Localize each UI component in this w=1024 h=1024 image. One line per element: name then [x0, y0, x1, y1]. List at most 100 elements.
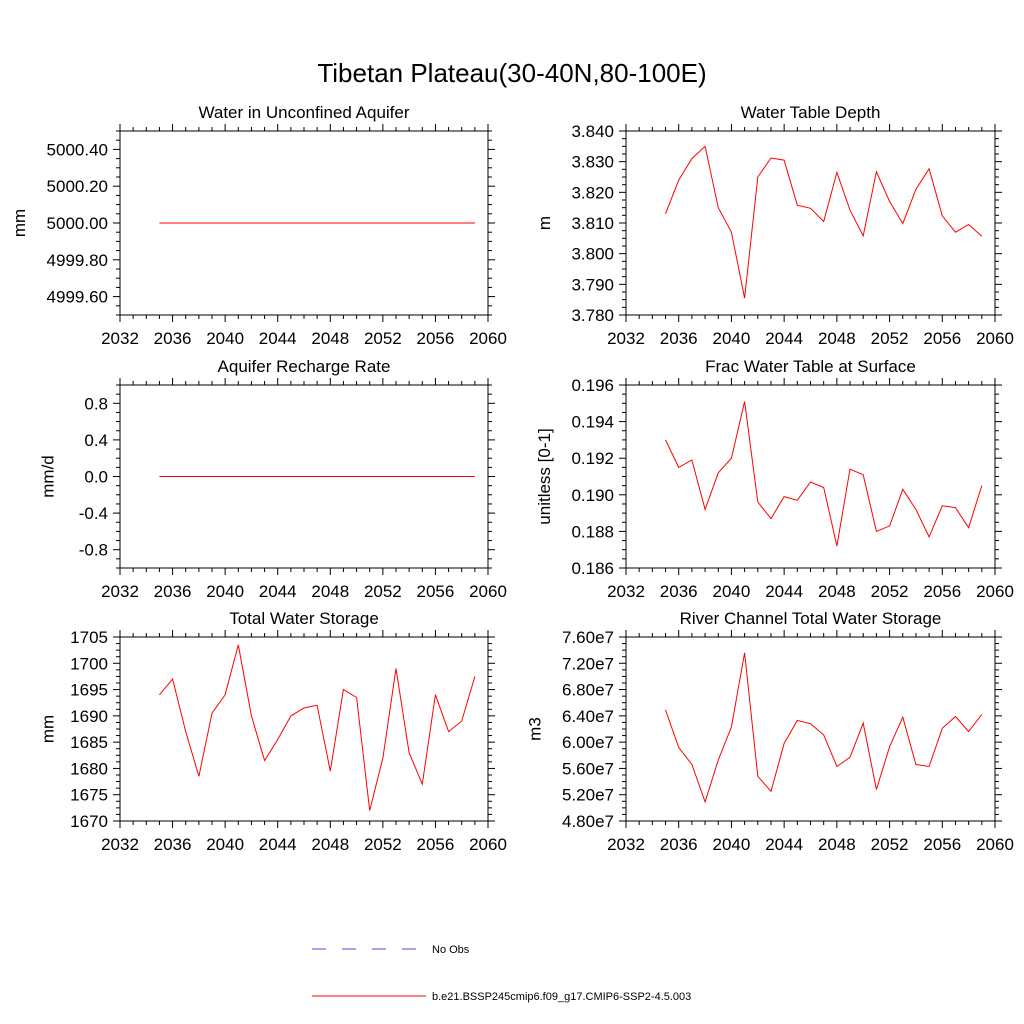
x-tick-label: 2036	[660, 835, 698, 854]
x-tick-label: 2032	[101, 835, 139, 854]
x-tick-label: 2048	[311, 582, 349, 601]
panels: Water in Unconfined Aquifer 2032 2036 2040 2…	[10, 103, 1014, 854]
x-tick-label: 2048	[818, 329, 856, 348]
y-tick-label: 6.80e7	[562, 681, 614, 700]
x-tick-label: 2044	[259, 835, 297, 854]
x-tick-label: 2052	[871, 582, 909, 601]
x-tick-label: 2056	[923, 329, 961, 348]
panel-river-channel-storage: River Channel Total Water Storage 2032 203…	[525, 609, 1014, 854]
x-tick-label: 2040	[713, 329, 751, 348]
y-tick-label: 0.8	[84, 394, 108, 413]
x-tick-label: 2040	[206, 582, 244, 601]
y-tick-label: 5000.00	[47, 214, 108, 233]
x-tick-label: 2040	[713, 835, 751, 854]
y-tick-label: 3.840	[571, 122, 614, 141]
y-tick-label: 5.20e7	[562, 786, 614, 805]
y-tick-label: 3.810	[571, 214, 614, 233]
panel-title: River Channel Total Water Storage	[680, 609, 942, 628]
series-line	[665, 145, 983, 299]
figure-title: Tibetan Plateau(30-40N,80-100E)	[317, 58, 706, 88]
y-tick-label: 5.60e7	[562, 759, 614, 778]
y-tick-label: 6.00e7	[562, 733, 614, 752]
series-line	[665, 652, 983, 804]
plot-frame	[625, 130, 996, 316]
y-tick-label: 3.830	[571, 153, 614, 172]
series-line	[159, 644, 476, 811]
x-tick-label: 2052	[871, 835, 909, 854]
y-tick-label: 1680	[70, 759, 108, 778]
legend-label-model-run: b.e21.BSSP245cmip6.f09_g17.CMIP6-SSP2-4.…	[432, 991, 691, 1003]
x-tick-label: 2044	[259, 329, 297, 348]
x-tick-label: 2056	[417, 835, 455, 854]
y-tick-label: 1675	[70, 786, 108, 805]
y-axis-label: mm/d	[39, 455, 58, 498]
y-tick-label: 1700	[70, 654, 108, 673]
y-tick-label: 1690	[70, 707, 108, 726]
x-tick-label: 2048	[818, 582, 856, 601]
panel-title: Water Table Depth	[741, 103, 881, 122]
y-tick-label: 1670	[70, 812, 108, 831]
x-tick-label: 2036	[154, 835, 192, 854]
y-tick-label: 0.186	[571, 559, 614, 578]
panel-aquifer-water: Water in Unconfined Aquifer 2032 2036 2040 2…	[10, 103, 507, 348]
y-tick-label: 5000.40	[47, 140, 108, 159]
y-axis-label: mm	[10, 209, 29, 237]
y-axis-label: mm	[39, 715, 58, 743]
panel-title: Frac Water Table at Surface	[705, 357, 916, 376]
x-tick-label: 2032	[101, 329, 139, 348]
plot-frame	[625, 384, 996, 569]
x-tick-label: 2044	[765, 329, 803, 348]
y-tick-label: 6.40e7	[562, 707, 614, 726]
x-tick-label: 2060	[976, 329, 1014, 348]
series-line	[665, 401, 983, 547]
y-tick-label: 1695	[70, 681, 108, 700]
y-tick-label: 3.780	[571, 306, 614, 325]
y-tick-label: 7.60e7	[562, 628, 614, 647]
y-tick-label: 0.196	[571, 376, 614, 395]
x-tick-label: 2040	[206, 329, 244, 348]
x-tick-label: 2060	[469, 835, 507, 854]
plot-frame	[119, 636, 489, 822]
plot-frame	[625, 636, 996, 822]
x-tick-label: 2032	[607, 329, 645, 348]
x-tick-label: 2056	[417, 329, 455, 348]
x-tick-label: 2056	[923, 582, 961, 601]
y-tick-label: 0.188	[571, 522, 614, 541]
x-tick-label: 2060	[976, 835, 1014, 854]
panel-frac-water-table: Frac Water Table at Surface 2032 2036 2040 2…	[535, 357, 1014, 601]
x-tick-label: 2052	[364, 582, 402, 601]
y-tick-label: 3.820	[571, 183, 614, 202]
x-tick-label: 2036	[154, 582, 192, 601]
x-tick-label: 2060	[976, 582, 1014, 601]
panel-total-water-storage: Total Water Storage 2032 2036 2040 2044 2048 2…	[39, 609, 507, 854]
panel-water-table-depth: Water Table Depth 2032 2036 2040 2044 2048 205…	[535, 103, 1014, 348]
y-axis-label: unitless [0-1]	[535, 428, 554, 524]
x-tick-label: 2036	[154, 329, 192, 348]
x-tick-label: 2044	[259, 582, 297, 601]
x-tick-label: 2056	[417, 582, 455, 601]
y-axis-label: m	[535, 216, 554, 230]
y-tick-label: 7.20e7	[562, 654, 614, 673]
legend: No Obs b.e21.BSSP245cmip6.f09_g17.CMIP6-…	[312, 944, 691, 1003]
x-tick-label: 2060	[469, 582, 507, 601]
x-tick-label: 2048	[311, 835, 349, 854]
x-tick-label: 2036	[660, 329, 698, 348]
x-tick-label: 2052	[871, 329, 909, 348]
x-tick-label: 2052	[364, 329, 402, 348]
panel-title: Aquifer Recharge Rate	[218, 357, 391, 376]
y-tick-label: -0.8	[79, 541, 108, 560]
y-tick-label: 4.80e7	[562, 812, 614, 831]
x-tick-label: 2048	[818, 835, 856, 854]
x-tick-label: 2044	[765, 835, 803, 854]
y-tick-label: 1685	[70, 733, 108, 752]
y-tick-label: 0.0	[84, 468, 108, 487]
y-tick-label: 3.790	[571, 275, 614, 294]
y-tick-label: 4999.60	[47, 288, 108, 307]
x-tick-label: 2032	[607, 835, 645, 854]
x-tick-label: 2052	[364, 835, 402, 854]
x-tick-label: 2040	[206, 835, 244, 854]
y-tick-label: 0.194	[571, 413, 614, 432]
legend-label-no-obs: No Obs	[432, 944, 470, 956]
y-tick-label: -0.4	[79, 504, 108, 523]
